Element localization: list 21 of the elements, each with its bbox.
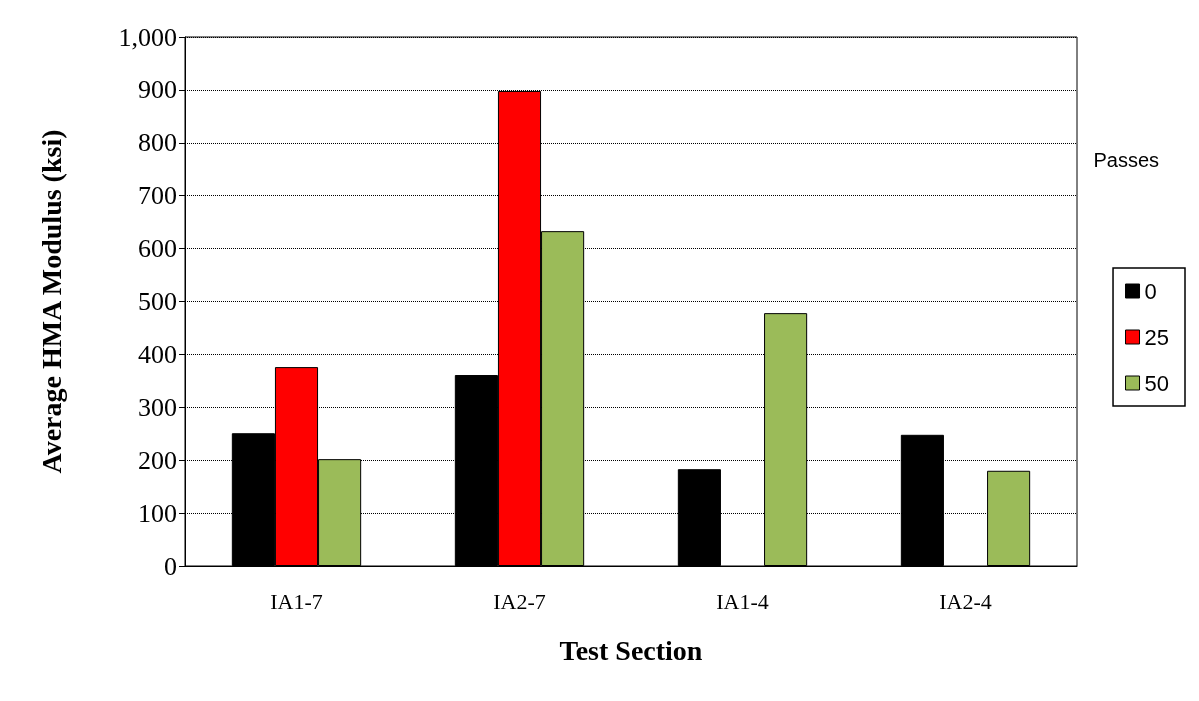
x-axis-title: Test Section [559,634,703,666]
y-axis-title: Average HMA Modulus (ksi) [35,129,67,474]
legend-label: 0 [1144,278,1157,304]
y-tick-label: 0 [164,551,177,581]
y-tick-label: 900 [138,75,177,105]
legend-label: 25 [1144,324,1170,350]
x-tick-label: IA1-4 [716,588,769,614]
y-tick-label: 600 [138,234,177,264]
x-tick-label: IA2-4 [939,588,992,614]
legend-label: 50 [1144,370,1170,396]
y-tick-label: 1,000 [118,22,177,52]
y-tick-label: 200 [138,445,177,475]
x-tick-label: IA2-7 [493,588,546,614]
y-tick-label: 300 [138,392,177,422]
y-tick-label: 400 [138,339,177,369]
x-tick-label: IA1-7 [270,588,323,614]
y-tick-label: 700 [138,181,177,211]
y-tick-label: 100 [138,498,177,528]
legend-title: Passes [1093,149,1160,171]
y-tick-label: 800 [138,128,177,158]
y-tick-label: 500 [138,287,177,316]
